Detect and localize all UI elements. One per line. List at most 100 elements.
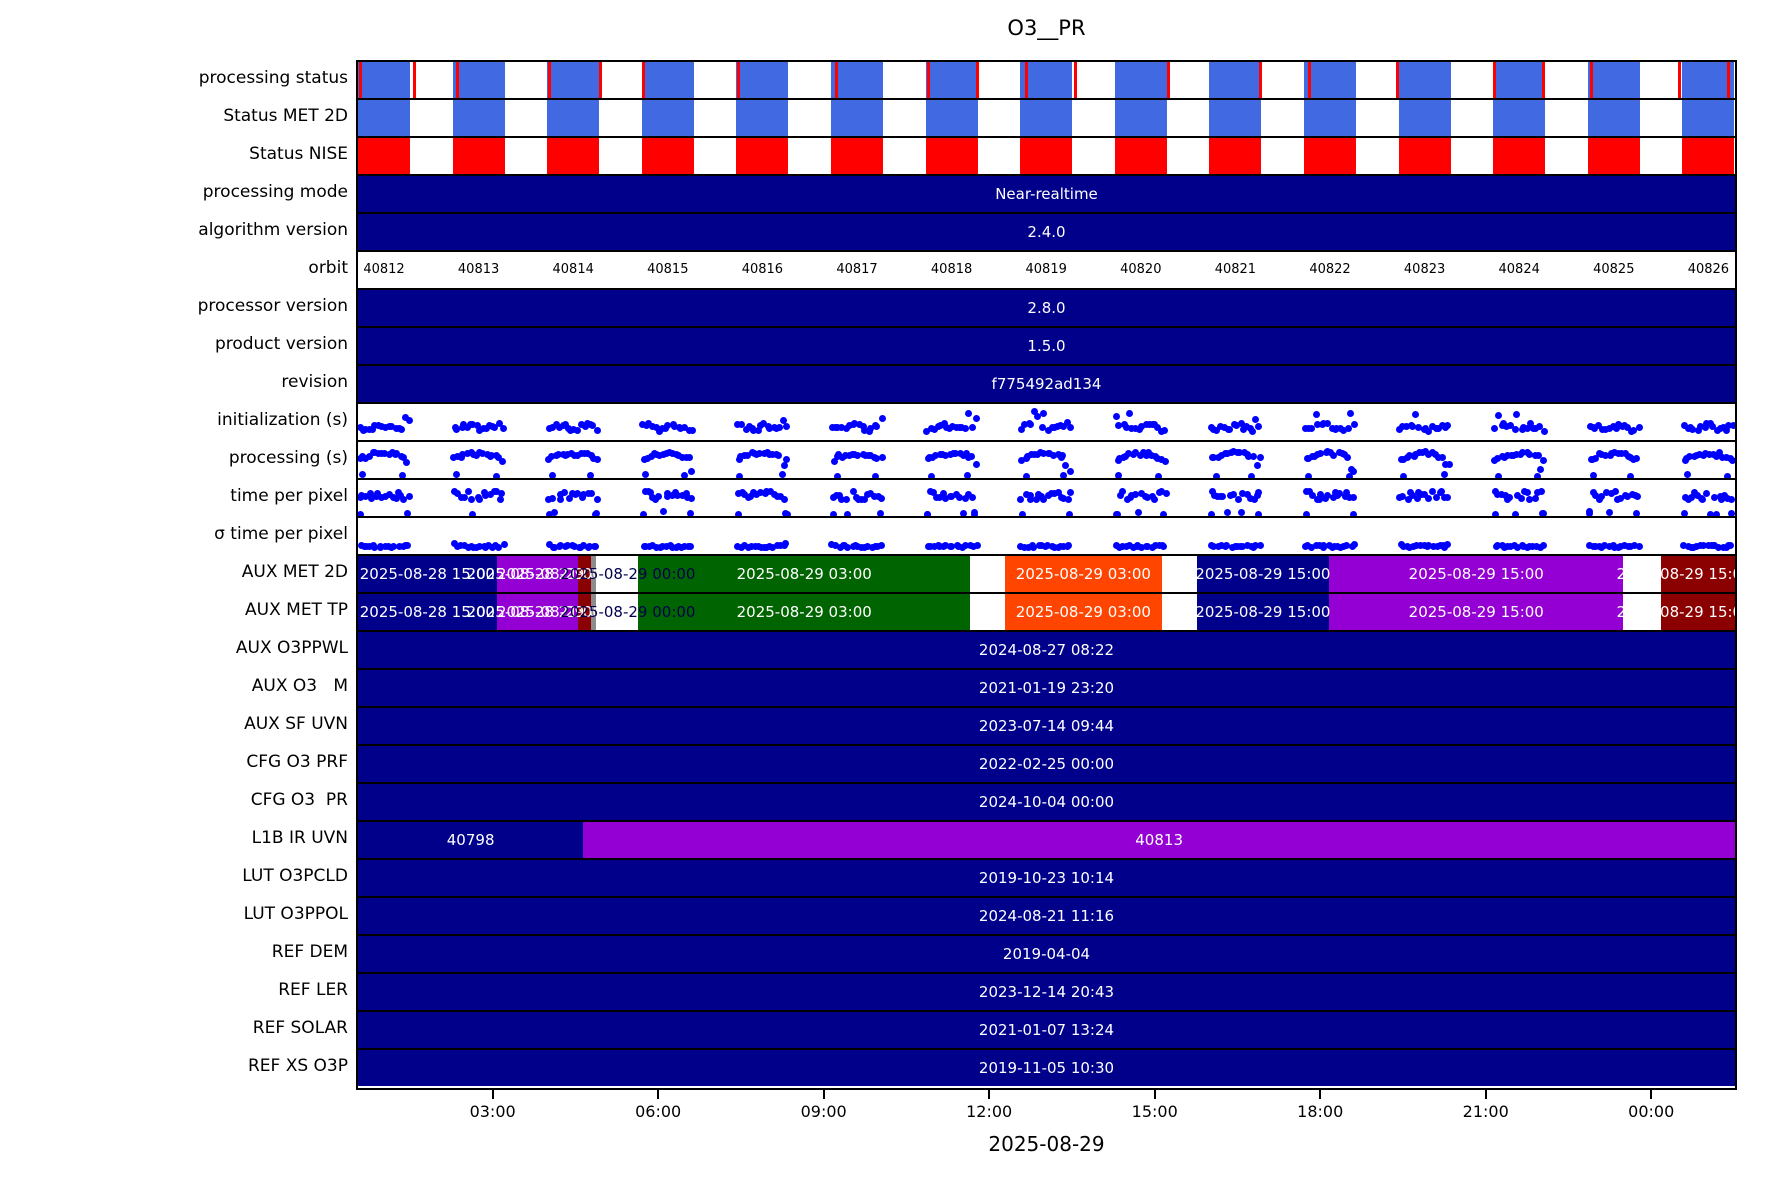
timeline-segment — [358, 594, 497, 630]
scatter-dot — [638, 420, 646, 428]
timeline-segment — [1196, 556, 1330, 592]
scatter-dot — [1439, 453, 1447, 461]
scatter-dot — [1629, 426, 1637, 434]
scatter-dot — [867, 489, 875, 497]
status-block — [1020, 138, 1073, 174]
status-block — [736, 138, 789, 174]
value-bar — [358, 974, 1735, 1010]
scatter-dot — [736, 456, 744, 464]
scatter-dot — [678, 453, 686, 461]
scatter-dot — [734, 490, 742, 498]
scatter-dot — [829, 511, 837, 518]
scatter-dot — [860, 496, 868, 504]
scatter-dot — [1606, 509, 1614, 517]
scatter-dot — [1026, 420, 1034, 428]
scatter-dot — [1630, 542, 1638, 550]
scatter-dot — [1519, 449, 1527, 457]
scatter-dot — [1608, 489, 1616, 497]
timeline-segment — [1661, 556, 1735, 592]
scatter-dot — [1538, 510, 1546, 518]
scatter-dot — [577, 450, 585, 458]
row-blocks — [358, 138, 1735, 174]
status-red-mark — [1025, 62, 1029, 98]
scatter-dot — [655, 428, 663, 436]
scatter-dot — [580, 541, 588, 549]
scatter-dot — [945, 425, 953, 433]
scatter-dot — [450, 488, 458, 496]
scatter-dot — [1513, 492, 1521, 500]
row-label: initialization (s) — [217, 410, 348, 430]
scatter-dot — [385, 491, 393, 499]
scatter-dot — [1727, 510, 1735, 518]
scatter-dot — [1404, 496, 1412, 504]
scatter-dot — [1113, 511, 1121, 518]
row-full: 1.5.0 — [358, 328, 1735, 364]
row-separator — [358, 554, 1735, 556]
scatter-dot — [1539, 457, 1547, 465]
scatter-dot — [832, 542, 840, 550]
segment-label: 40798 — [446, 831, 495, 849]
value-text: 2024-08-27 08:22 — [978, 641, 1115, 659]
scatter-dot — [830, 457, 838, 465]
row-full: 2021-01-07 13:24 — [358, 1012, 1735, 1048]
status-block — [1304, 100, 1356, 136]
scatter-dot — [1438, 488, 1446, 496]
scatter-dot — [1719, 543, 1727, 551]
scatter-dot — [1234, 495, 1242, 503]
scatter-dot — [877, 494, 885, 502]
scatter-dot — [1519, 424, 1527, 432]
scatter-dot — [1534, 473, 1542, 480]
segment-label-overlap: 2025-08-28 21:00 — [466, 565, 602, 583]
scatter-dot — [594, 426, 602, 434]
scatter-dot — [1126, 542, 1134, 550]
scatter-dot — [688, 494, 695, 502]
scatter-dot — [642, 542, 650, 550]
scatter-dot — [1067, 489, 1075, 497]
scatter-dot — [1138, 489, 1146, 497]
scatter-dot — [780, 462, 788, 470]
scatter-dot — [1429, 488, 1437, 496]
row-separator — [358, 820, 1735, 822]
row-full: Near-realtime — [358, 176, 1735, 212]
scatter-dot — [855, 421, 863, 429]
row-label: AUX O3 M — [251, 676, 348, 696]
scatter-dot — [1346, 494, 1354, 502]
scatter-dot — [1511, 426, 1519, 434]
scatter-dot — [1412, 450, 1420, 458]
scatter-dot — [483, 425, 491, 433]
row-label: AUX MET 2D — [241, 562, 348, 582]
scatter-dot — [1313, 411, 1321, 419]
scatter-dot — [1717, 496, 1725, 504]
row-label: REF XS O3P — [247, 1056, 348, 1076]
row-separator — [358, 896, 1735, 898]
scatter-dot — [863, 543, 871, 551]
row-label: Status MET 2D — [223, 106, 348, 126]
scatter-dot — [1694, 426, 1702, 434]
scatter-dot — [956, 449, 964, 457]
scatter-dot — [662, 425, 670, 433]
scatter-dot — [1339, 426, 1347, 434]
scatter-dot — [1252, 541, 1260, 549]
x-tick — [988, 1090, 991, 1099]
x-tick-label: 00:00 — [1628, 1102, 1675, 1121]
scatter-dot — [1232, 422, 1240, 430]
scatter-dot — [1603, 489, 1611, 497]
scatter-dot — [922, 428, 930, 436]
scatter-dot — [1161, 457, 1169, 465]
scatter-dot — [973, 414, 981, 422]
value-bar — [358, 784, 1735, 820]
scatter-dot — [371, 544, 379, 552]
row-label: processing status — [198, 68, 348, 88]
row-full: 2022-02-25 00:00 — [358, 746, 1735, 782]
scatter-dot — [955, 542, 963, 550]
scatter-dot — [646, 489, 654, 497]
segment-label: 2025-08-29 15:00 — [1195, 565, 1331, 583]
scatter-dot — [1238, 420, 1246, 428]
status-block — [1587, 62, 1640, 98]
row-label: CFG O3 PR — [250, 790, 348, 810]
row-label: processing (s) — [228, 448, 348, 468]
scatter-dot — [1065, 542, 1073, 549]
scatter-dot — [1024, 543, 1032, 551]
row-separator — [358, 1010, 1735, 1012]
scatter-dot — [1330, 451, 1338, 459]
